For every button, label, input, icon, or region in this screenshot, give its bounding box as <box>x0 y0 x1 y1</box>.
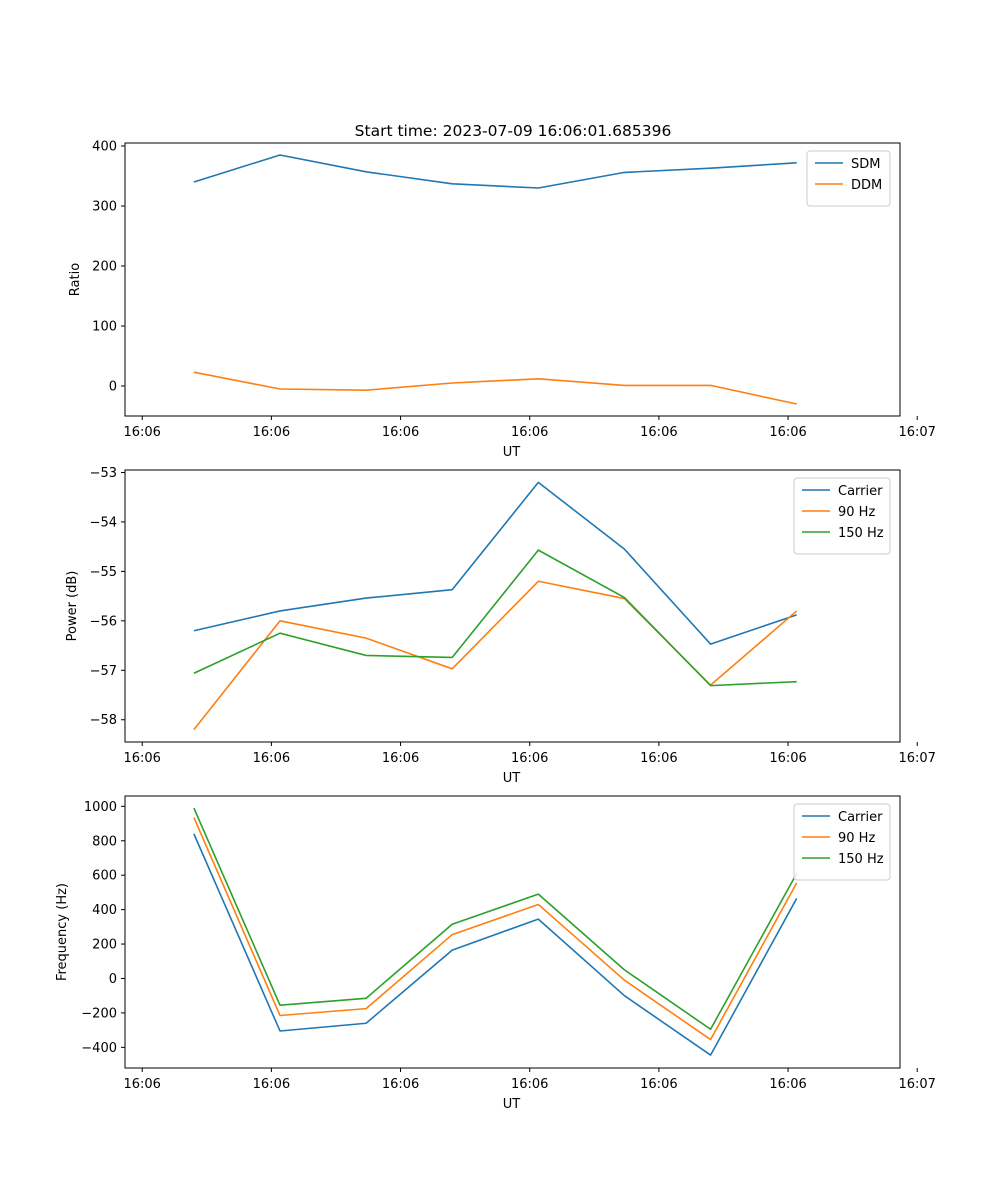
power-legend: Carrier 90 Hz 150 Hz <box>793 477 891 555</box>
ratio-y-axis-label: Ratio <box>68 263 83 296</box>
ratio-x-axis-label: UT <box>503 445 521 460</box>
power-y-tick-label: −57 <box>90 664 117 679</box>
power-x-tick-label: 16:06 <box>253 751 290 766</box>
ratio-legend-box <box>806 150 891 207</box>
ratio-x-tick-label: 16:06 <box>511 425 548 440</box>
frequency-legend: Carrier 90 Hz 150 Hz <box>793 803 891 881</box>
ratio-x-tick-label: 16:06 <box>253 425 290 440</box>
frequency-y-tick-label: 0 <box>109 972 117 987</box>
ratio-series-group <box>193 154 797 405</box>
ratio-x-tick-label: 16:06 <box>382 425 419 440</box>
power-y-tick-label: −55 <box>90 565 117 580</box>
ratio-x-tick-label: 16:06 <box>123 425 160 440</box>
frequency-x-tick-label: 16:06 <box>123 1077 160 1092</box>
frequency-panel: 16:06 16:06 16:06 16:06 16:06 16:06 16:07 −400 −… <box>55 795 936 1112</box>
ratio-y-tick-label: 100 <box>92 320 117 335</box>
ratio-legend-sdm-label: SDM <box>851 157 880 172</box>
power-legend-150-hz-label: 150 Hz <box>838 526 884 541</box>
power-series-group <box>193 481 798 731</box>
frequency-y-tick-label: 600 <box>92 869 117 884</box>
power-x-tick-label: 16:06 <box>511 751 548 766</box>
frequency-legend-carrier-label: Carrier <box>838 810 883 825</box>
power-legend-90-hz-label: 90 Hz <box>838 505 875 520</box>
power-x-tick-label: 16:06 <box>382 751 419 766</box>
ratio-series-sdm-line <box>193 154 797 189</box>
ratio-legend: SDM DDM <box>806 150 891 207</box>
ratio-x-tick-label: 16:07 <box>898 425 935 440</box>
frequency-x-tick-label: 16:06 <box>640 1077 677 1092</box>
frequency-y-tick-label: −400 <box>81 1041 117 1056</box>
power-x-tick-label: 16:06 <box>640 751 677 766</box>
power-panel: 16:06 16:06 16:06 16:06 16:06 16:06 16:07 −58 −5… <box>65 466 936 786</box>
ratio-y-tick-label: 0 <box>109 380 117 395</box>
frequency-y-tick-label: 200 <box>92 938 117 953</box>
frequency-axes-frame <box>124 795 901 1069</box>
frequency-legend-150-hz-label: 150 Hz <box>838 852 884 867</box>
power-x-axis-label: UT <box>503 771 521 786</box>
frequency-series-carrier-line <box>193 833 798 1056</box>
frequency-x-tick-label: 16:06 <box>382 1077 419 1092</box>
power-series-carrier-line <box>193 481 797 645</box>
frequency-series-150-hz-line <box>193 807 798 1031</box>
power-x-tick-label: 16:07 <box>898 751 935 766</box>
power-x-tick-label: 16:06 <box>769 751 806 766</box>
frequency-y-tick-label: 400 <box>92 903 117 918</box>
ratio-panel: 16:06 16:06 16:06 16:06 16:06 16:06 16:07 0 100 2… <box>68 140 936 461</box>
frequency-y-tick-label: −200 <box>81 1006 117 1021</box>
frequency-series-group <box>193 807 798 1056</box>
ratio-y-tick-label: 400 <box>92 140 117 155</box>
ratio-y-tick-label: 200 <box>92 260 117 275</box>
ratio-axes-frame <box>124 142 901 417</box>
power-y-tick-label: −58 <box>90 713 117 728</box>
power-legend-box <box>793 477 891 555</box>
frequency-series-90-hz-line <box>193 817 798 1041</box>
ratio-x-tick-label: 16:06 <box>640 425 677 440</box>
power-y-axis-label: Power (dB) <box>65 571 80 642</box>
ratio-y-tick-label: 300 <box>92 200 117 215</box>
frequency-x-axis-label: UT <box>503 1097 521 1112</box>
frequency-legend-90-hz-label: 90 Hz <box>838 831 875 846</box>
power-legend-carrier-label: Carrier <box>838 484 883 499</box>
frequency-x-tick-label: 16:06 <box>769 1077 806 1092</box>
frequency-x-tick-label: 16:07 <box>898 1077 935 1092</box>
frequency-x-tick-label: 16:06 <box>511 1077 548 1092</box>
frequency-y-tick-label: 800 <box>92 834 117 849</box>
figure-title: Start time: 2023-07-09 16:06:01.685396 <box>355 122 672 140</box>
power-axes-frame <box>124 469 901 743</box>
frequency-x-tick-label: 16:06 <box>253 1077 290 1092</box>
power-y-tick-label: −53 <box>90 466 117 481</box>
power-y-tick-label: −54 <box>90 515 117 530</box>
ratio-x-tick-label: 16:06 <box>769 425 806 440</box>
power-y-tick-label: −56 <box>90 614 117 629</box>
frequency-y-tick-label: 1000 <box>84 800 117 815</box>
power-x-tick-label: 16:06 <box>123 751 160 766</box>
frequency-legend-box <box>793 803 891 881</box>
ratio-legend-ddm-label: DDM <box>851 178 882 193</box>
power-series-150-hz-line <box>193 549 797 687</box>
frequency-y-axis-label: Frequency (Hz) <box>55 883 70 981</box>
ratio-series-ddm-line <box>193 371 797 405</box>
